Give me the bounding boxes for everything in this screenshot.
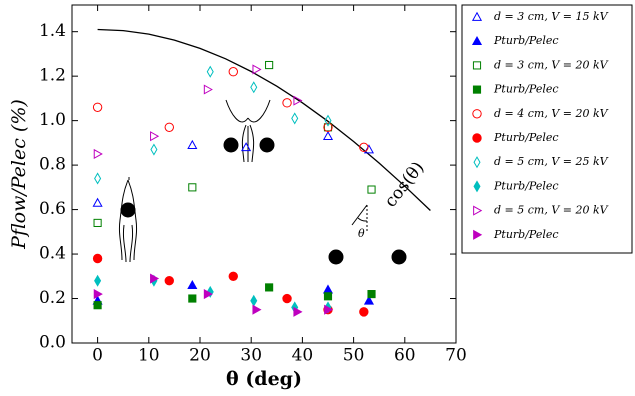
x-tick-label: 50 [343,346,365,366]
legend-label: d = 5 cm, V = 20 kV [494,204,609,217]
y-tick-label: 1.2 [39,66,66,86]
point [323,123,333,132]
point [367,290,376,299]
point [93,289,103,300]
y-tick-label: 1.4 [39,21,66,41]
point [92,102,103,112]
point [93,218,102,227]
point [250,294,258,307]
point [206,285,214,298]
point [250,81,258,94]
point [252,304,262,315]
curve [97,28,431,211]
point [206,65,214,78]
point [187,279,198,290]
x-tick-label: 40 [292,346,314,366]
point [363,295,375,305]
legend-marker [473,229,483,240]
point [203,289,213,300]
legend-marker [472,61,482,70]
point [324,304,334,315]
x-axis-label: θ (deg) [226,368,302,390]
point [92,197,103,207]
legend-marker [473,205,483,216]
point [363,144,375,154]
legend-label: d = 5 cm, V = 25 kV [494,155,609,168]
legend-marker [471,35,483,46]
legend-label: Pturb/Pelec [493,179,559,192]
x-tick-label: 10 [138,346,160,366]
legend-label: d = 4 cm, V = 20 kV [494,107,609,120]
point [265,60,274,70]
point [282,293,292,304]
point [228,67,238,77]
legend-label: d = 3 cm, V = 15 kV [494,10,609,23]
point [322,284,334,294]
curve-label: cos(θ) [381,158,429,211]
x-tick-label: 60 [394,346,416,366]
point [359,142,369,153]
point [293,306,303,317]
point [323,122,333,133]
legend-marker [472,85,482,94]
x-tick-label: 0 [92,346,103,366]
point [323,292,333,301]
y-tick-label: 0.0 [39,333,66,353]
legend-label: Pturb/Pelec [493,228,559,241]
point [150,273,160,284]
x-tick-label: 70 [445,346,467,366]
point [92,253,103,264]
legend-marker [472,133,482,143]
point [265,283,274,292]
point [93,301,102,310]
y-tick-label: 0.2 [39,288,66,308]
diagram-vertical [118,177,138,263]
legend-label: Pturb/Pelec [493,34,559,47]
point [241,142,252,152]
point [150,131,160,142]
point [187,139,198,149]
legend-marker [473,156,481,169]
y-axis-label: Pflow/Pelec (%) [8,99,30,250]
y-tick-label: 0.4 [39,244,66,264]
point [188,183,197,192]
point [188,294,197,303]
x-tick-label: 30 [240,346,262,366]
x-tick-label: 20 [189,346,211,366]
point [164,276,174,286]
y-tick-label: 0.8 [39,155,66,175]
point [93,148,103,160]
point [164,122,174,133]
y-tick-label: 0.6 [39,199,66,219]
point [293,95,303,106]
point [94,172,102,185]
point [291,112,299,125]
legend-marker [472,109,482,119]
diagram-pair [223,99,275,163]
point [150,143,158,156]
point [203,84,213,95]
point [324,114,332,127]
point [367,185,376,194]
plot-frame [71,4,457,344]
point [252,64,262,75]
legend-box [461,4,633,254]
legend-marker [473,180,481,193]
y-tick-label: 1.0 [39,110,66,130]
point [94,274,102,287]
legend-marker [471,11,483,21]
legend-label: Pturb/Pelec [493,83,559,96]
diagram-tilted [328,204,407,265]
point [228,271,238,281]
legend-label: Pturb/Pelec [493,131,559,144]
point [282,98,292,108]
legend-label: d = 3 cm, V = 20 kV [494,58,609,71]
point [322,130,334,141]
annotation: θ [358,227,365,240]
point [359,307,369,317]
